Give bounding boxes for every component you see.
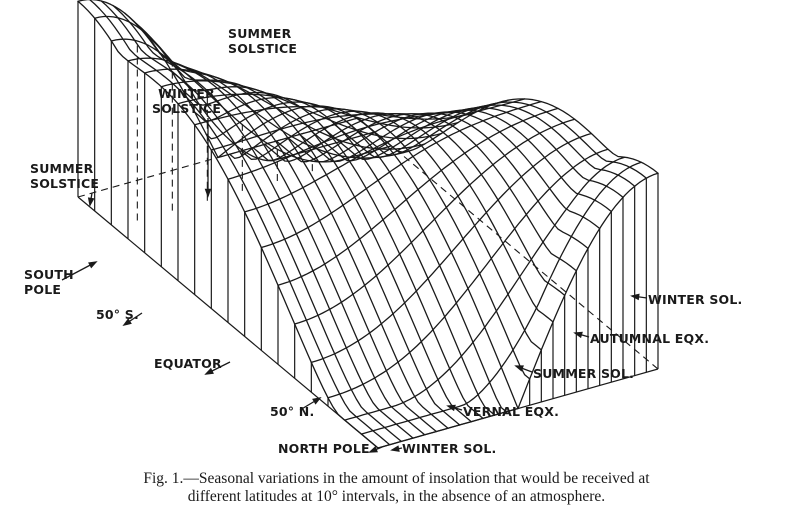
winter-solstice-line2: SOLSTICE xyxy=(152,101,222,116)
season-curve xyxy=(357,98,659,174)
label-arrows xyxy=(61,118,648,453)
equator-label: EQUATOR xyxy=(154,356,222,371)
lat-50s-arrow-head xyxy=(122,318,132,327)
winter-solstice-arrow-head xyxy=(204,188,212,198)
south-pole-line2: POLE xyxy=(24,282,62,297)
equator-arrow-head xyxy=(204,367,214,375)
lat-50s-label: 50° S. xyxy=(96,307,139,322)
right-base-edge xyxy=(377,368,659,449)
summer-sol-arrow-head xyxy=(514,365,524,372)
right-wall-profile xyxy=(377,173,659,449)
vernal-eqx-label: VERNAL EQX. xyxy=(463,404,560,419)
season-curve xyxy=(100,0,402,443)
season-curve xyxy=(147,36,449,429)
south-pole-line1: SOUTH xyxy=(24,267,74,282)
back-base-edge-dashed xyxy=(77,117,359,198)
season-curve xyxy=(182,89,484,420)
summer-solstice-top-line2: SOLSTICE xyxy=(228,41,298,56)
season-curve xyxy=(135,22,437,433)
hidden-dashed-lines xyxy=(77,44,659,370)
summer-sol-label: SUMMER SOL. xyxy=(533,366,635,381)
caption-line-2: different latitudes at 10° intervals, in… xyxy=(187,488,606,505)
summer-solstice-left-line1: SUMMER xyxy=(30,161,94,176)
winter-sol-right-arrow-head xyxy=(630,293,640,301)
front-base-edge xyxy=(77,196,379,449)
season-curve xyxy=(264,113,566,297)
autumnal-eqx-arrow-head xyxy=(573,331,583,339)
north-pole-arrow-head xyxy=(368,446,378,453)
south-pole-arrow-head xyxy=(88,261,98,269)
lat-50n-arrow-head xyxy=(312,397,322,405)
season-curve xyxy=(229,108,531,380)
caption-line-1: Fig. 1.—Seasonal variations in the amoun… xyxy=(143,470,650,487)
summer-solstice-left-line2: SOLSTICE xyxy=(30,176,100,191)
season-curve xyxy=(287,112,589,250)
front-wall-profile xyxy=(77,1,379,449)
season-curve xyxy=(89,0,391,446)
right-base-edge-dashed xyxy=(357,117,659,370)
summer-solstice-left-label: SUMMER SOLSTICE xyxy=(30,161,99,191)
summer-solstice-left-arrow-head xyxy=(87,197,95,207)
season-curve xyxy=(159,52,461,426)
winter-solstice-label: WINTER SOLSTICE xyxy=(152,86,221,116)
summer-solstice-top-label: SUMMER SOLSTICE xyxy=(228,26,297,56)
summer-solstice-top-line1: SUMMER xyxy=(228,26,292,41)
south-pole-label: SOUTH POLE xyxy=(24,267,74,297)
figure-caption: Fig. 1.—Seasonal variations in the amoun… xyxy=(0,470,793,506)
vernal-eqx-arrow-head xyxy=(446,404,456,412)
season-curve xyxy=(194,96,496,416)
insolation-surface xyxy=(77,0,659,449)
insolation-surface-diagram xyxy=(61,0,659,453)
winter-solstice-line1: WINTER xyxy=(158,86,215,101)
winter-sol-bottom-label: WINTER SOL. xyxy=(402,441,497,456)
winter-sol-bottom-arrow-head xyxy=(390,445,400,452)
season-curve xyxy=(124,12,426,436)
winter-sol-right-label: WINTER SOL. xyxy=(648,292,743,307)
lat-50n-label: 50° N. xyxy=(270,404,315,419)
autumnal-eqx-label: AUTUMNAL EQX. xyxy=(590,331,710,346)
season-curve xyxy=(112,4,414,439)
north-pole-label: NORTH POLE xyxy=(278,441,370,456)
